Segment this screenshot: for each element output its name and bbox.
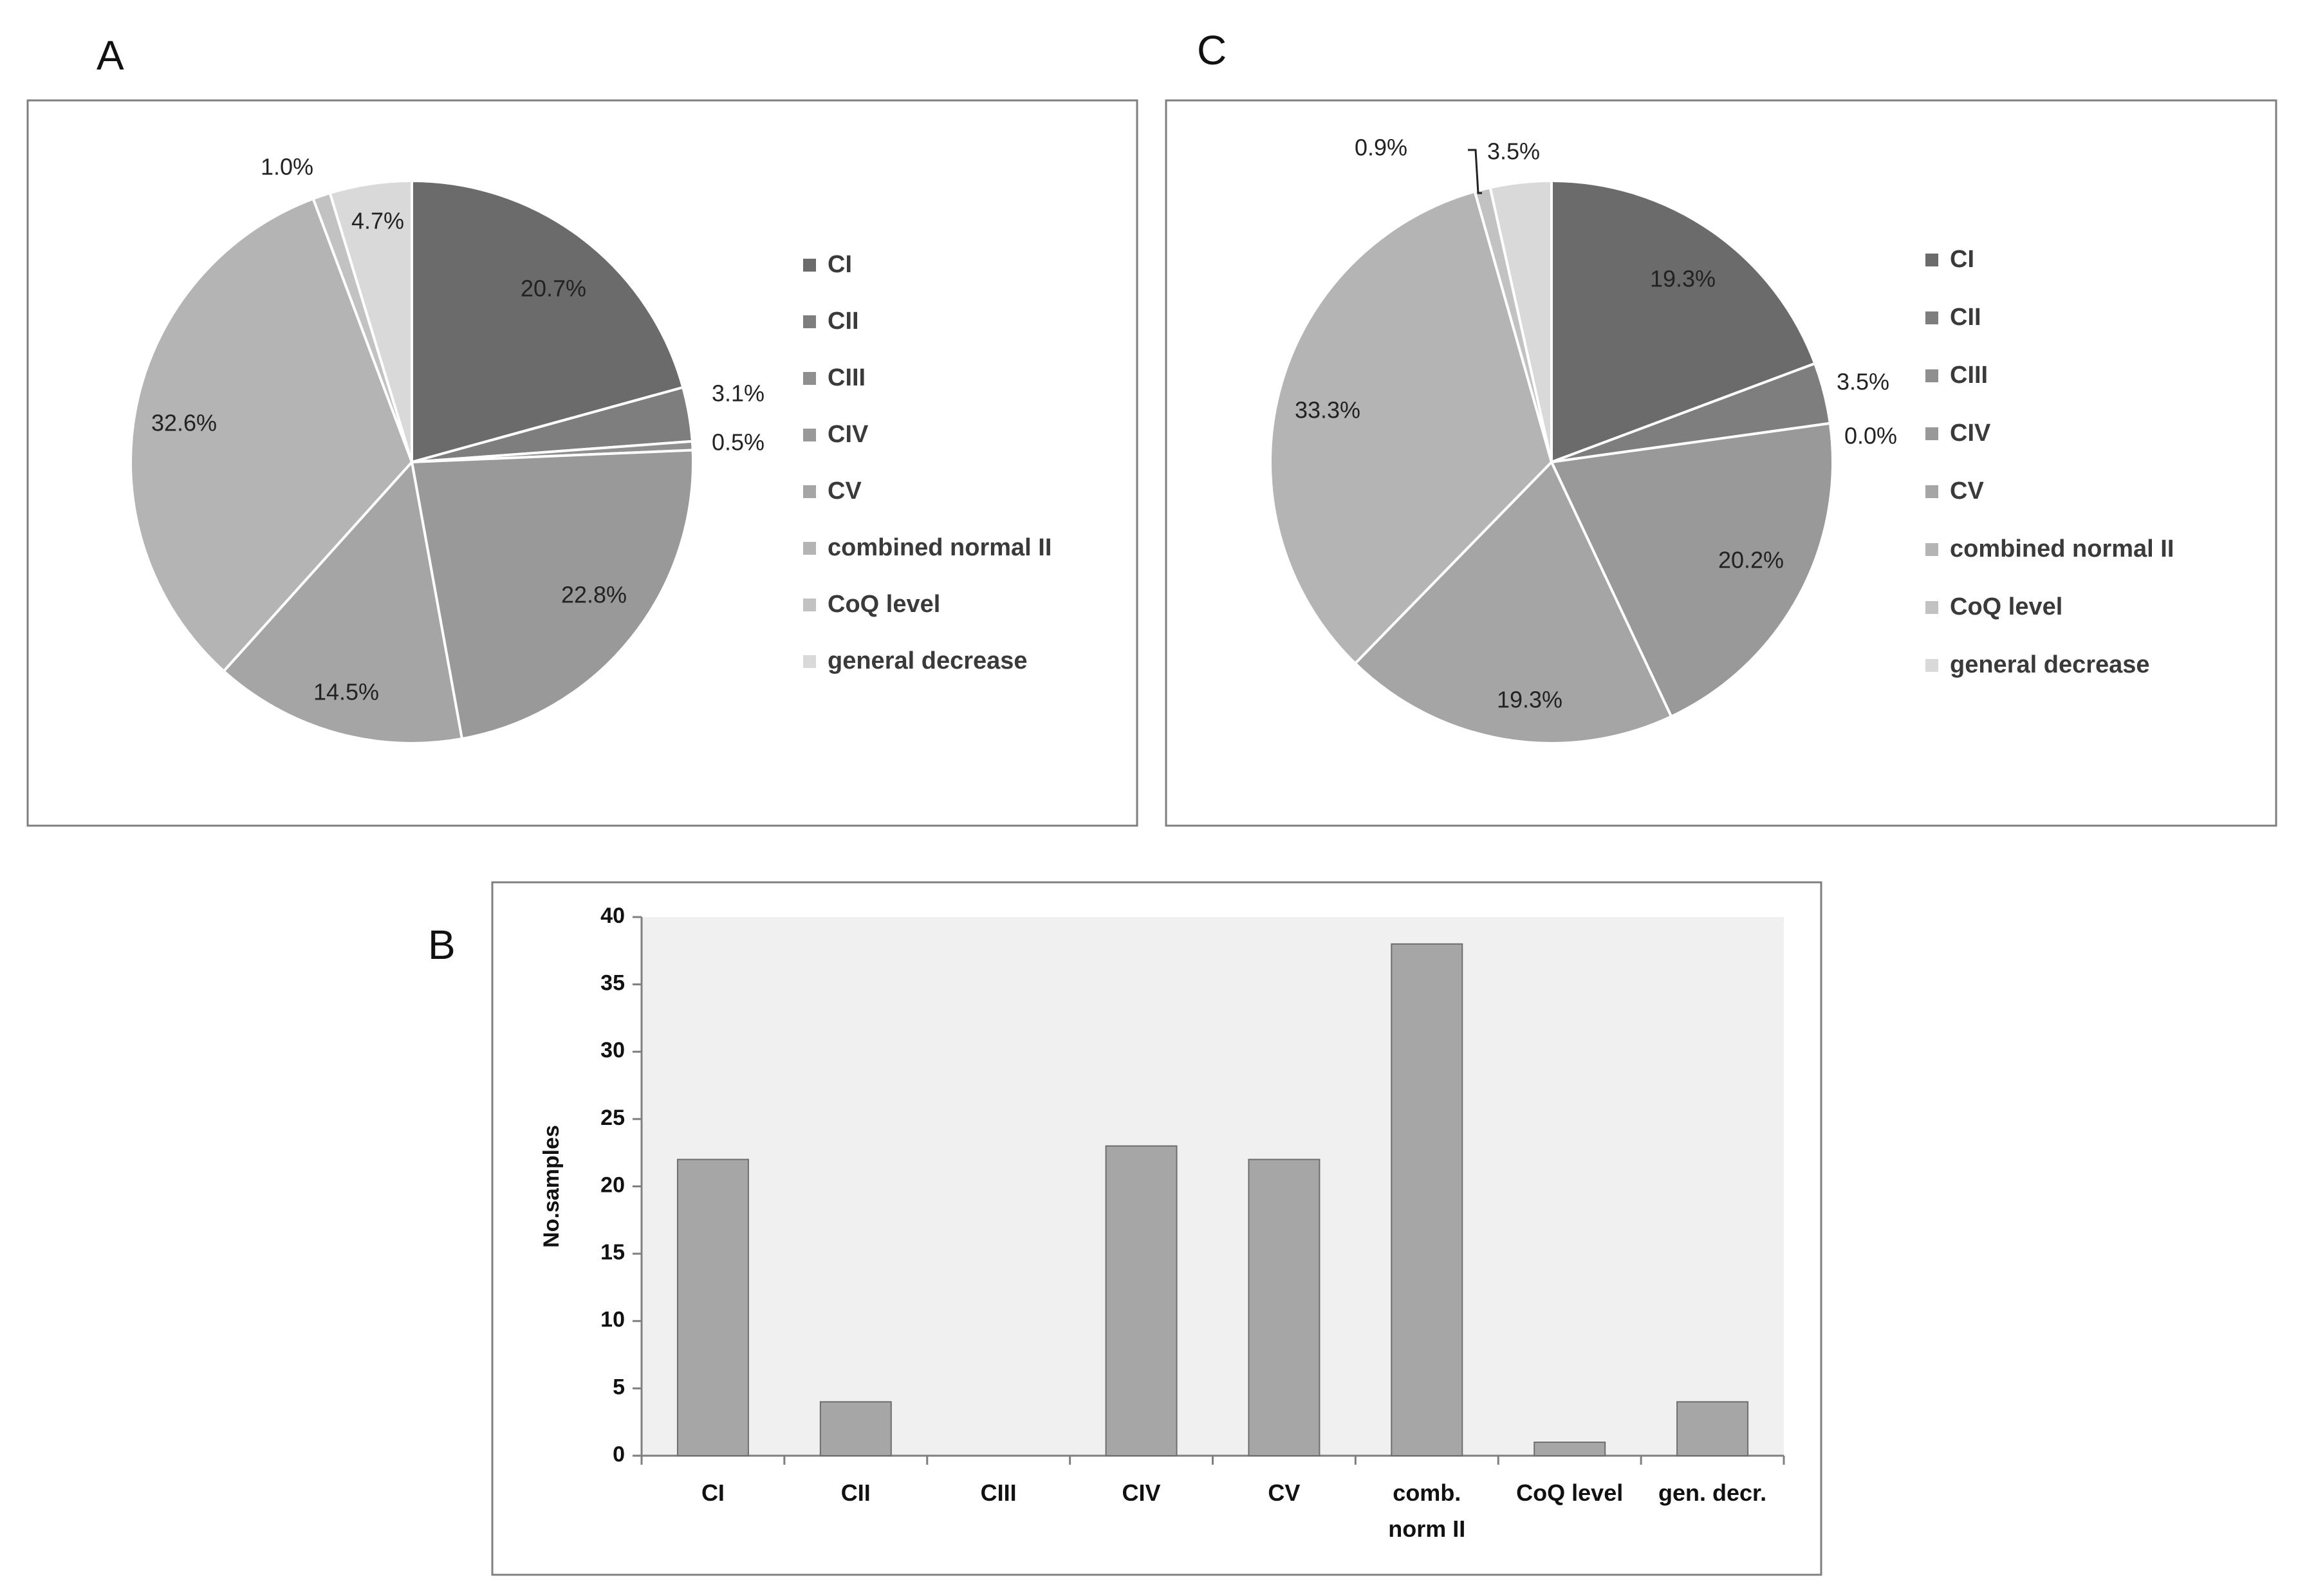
pie-c-label-civ: 20.2% bbox=[1718, 547, 1784, 573]
legend-c-swatch-civ bbox=[1925, 427, 1938, 440]
legend-a-swatch-combined-normal-ii bbox=[803, 542, 816, 555]
pie-c-label-combined-normal-ii: 33.3% bbox=[1295, 397, 1360, 423]
legend-c-swatch-combined-normal-ii bbox=[1925, 543, 1938, 556]
bar-cv bbox=[1248, 1158, 1320, 1457]
bar-cii bbox=[819, 1401, 892, 1457]
y-tick-label-20: 20 bbox=[600, 1173, 625, 1197]
pie-a-slice-general-decrease bbox=[328, 179, 413, 463]
legend-a-label-coq-level: CoQ level bbox=[828, 591, 940, 618]
pie-c-label-cii: 3.5% bbox=[1837, 369, 1889, 395]
panel-letter-a: A bbox=[97, 32, 124, 79]
legend-c-label-ciii: CIII bbox=[1950, 362, 1988, 389]
panel-letter-c: C bbox=[1197, 27, 1227, 73]
y-axis-title: No.samples bbox=[539, 1125, 564, 1248]
legend-c-label-general-decrease: general decrease bbox=[1950, 651, 2150, 678]
bar-ci bbox=[676, 1158, 749, 1457]
pie-c-leader-line bbox=[1468, 149, 1482, 194]
legend-a-label-civ: CIV bbox=[828, 421, 869, 448]
legend-a-label-ciii: CIII bbox=[828, 364, 866, 391]
pie-a-label-cv: 14.5% bbox=[313, 679, 379, 705]
pie-c-slice-ci bbox=[1550, 179, 1817, 464]
legend-a-swatch-ciii bbox=[803, 372, 816, 385]
pie-c-label-ci: 19.3% bbox=[1650, 266, 1716, 292]
legend-a-label-cii: CII bbox=[828, 308, 859, 335]
legend-c-swatch-ciii bbox=[1925, 369, 1938, 382]
legend-c: CI CII CIII CIV CV combined normal II CoQ leve… bbox=[1925, 246, 2174, 678]
legend-a-swatch-ci bbox=[803, 259, 816, 272]
bar-gen-decr bbox=[1676, 1401, 1749, 1457]
legend-a-label-cv: CV bbox=[828, 478, 862, 505]
legend-c-label-ci: CI bbox=[1950, 246, 1974, 273]
pie-a-slice-cv bbox=[221, 459, 464, 745]
legend-c-swatch-general-decrease bbox=[1925, 659, 1938, 672]
legend-a: CI CII CIII CIV CV combined normal II CoQ leve… bbox=[803, 251, 1052, 674]
legend-c-swatch-cii bbox=[1925, 311, 1938, 324]
pie-chart-a: 20.7% 3.1% 0.5% 22.8% 14.5% 32.6% 1.0% 4.7% bbox=[129, 154, 764, 745]
legend-a-swatch-civ bbox=[803, 429, 816, 441]
y-tick-label-30: 30 bbox=[600, 1038, 625, 1062]
legend-c-swatch-cv bbox=[1925, 485, 1938, 498]
pie-c-label-general-decrease: 3.5% bbox=[1487, 138, 1540, 165]
pie-a-label-coq-level: 1.0% bbox=[261, 154, 313, 180]
legend-a-label-combined-normal-ii: combined normal II bbox=[828, 534, 1052, 561]
pie-a-label-general-decrease: 4.7% bbox=[351, 208, 404, 234]
legend-a-swatch-coq-level bbox=[803, 598, 816, 611]
pie-a-slice-civ bbox=[410, 449, 695, 741]
legend-a-swatch-general-decrease bbox=[803, 655, 816, 668]
pie-a-label-ciii: 0.5% bbox=[712, 429, 764, 456]
pie-a-label-ci: 20.7% bbox=[521, 275, 586, 302]
bar-chart-b: 0 5 10 15 20 25 30 35 40 CI CII CIII CIV CV comb. norm … bbox=[539, 904, 1785, 1542]
pie-a-slice-combined-normal-ii bbox=[129, 197, 414, 673]
pie-a-label-combined-normal-ii: 32.6% bbox=[151, 410, 217, 436]
y-tick-label-5: 5 bbox=[613, 1375, 625, 1399]
y-tick-label-40: 40 bbox=[600, 904, 625, 928]
pie-c-label-coq-level: 0.9% bbox=[1355, 135, 1407, 161]
bar-comb-norm-ii bbox=[1391, 943, 1463, 1456]
legend-a-label-general-decrease: general decrease bbox=[828, 647, 1028, 674]
x-tick-label-ciii: CIII bbox=[981, 1480, 1017, 1506]
y-tick-label-25: 25 bbox=[600, 1106, 625, 1130]
pie-chart-c: 19.3% 3.5% 0.0% 20.2% 19.3% 33.3% 0.9% 3.5% bbox=[1269, 135, 1897, 745]
legend-a-swatch-cv bbox=[803, 485, 816, 498]
y-tick-label-15: 15 bbox=[600, 1240, 625, 1265]
x-tick-label-ci: CI bbox=[701, 1480, 725, 1506]
legend-a-label-ci: CI bbox=[828, 251, 852, 278]
x-tick-label-comb-norm-ii: comb. norm II bbox=[1388, 1480, 1465, 1542]
y-tick-label-0: 0 bbox=[613, 1442, 625, 1467]
pie-a-label-civ: 22.8% bbox=[561, 582, 627, 608]
legend-c-swatch-ci bbox=[1925, 254, 1938, 266]
x-tick-label-coq-level: CoQ level bbox=[1516, 1480, 1623, 1506]
pie-c-label-cv: 19.3% bbox=[1497, 687, 1562, 713]
x-tick-label-cii: CII bbox=[841, 1480, 871, 1506]
bar-coq-level bbox=[1534, 1442, 1606, 1456]
pie-c-slice-civ bbox=[1550, 422, 1834, 719]
legend-c-label-coq-level: CoQ level bbox=[1950, 593, 2062, 620]
legend-c-label-cv: CV bbox=[1950, 478, 1984, 505]
legend-c-label-civ: CIV bbox=[1950, 420, 1991, 447]
legend-a-swatch-cii bbox=[803, 315, 816, 328]
y-tick-label-10: 10 bbox=[600, 1308, 625, 1332]
legend-c-label-combined-normal-ii: combined normal II bbox=[1950, 535, 2174, 562]
pie-a-slice-ci bbox=[411, 179, 685, 464]
pie-a-label-cii: 3.1% bbox=[712, 380, 764, 407]
pie-c-slice-cv bbox=[1353, 459, 1673, 745]
bar-civ bbox=[1105, 1145, 1178, 1456]
legend-c-swatch-coq-level bbox=[1925, 601, 1938, 614]
panel-letter-b: B bbox=[428, 922, 456, 968]
legend-c-label-cii: CII bbox=[1950, 304, 1981, 331]
pie-c-slice-general-decrease bbox=[1488, 179, 1553, 463]
y-tick-label-35: 35 bbox=[600, 971, 625, 996]
x-tick-label-cv: CV bbox=[1268, 1480, 1300, 1506]
bar-plot-area bbox=[642, 917, 1784, 1456]
x-tick-label-civ: CIV bbox=[1122, 1480, 1161, 1506]
x-tick-label-gen-decr: gen. decr. bbox=[1658, 1480, 1766, 1506]
pie-c-slice-combined-normal-ii bbox=[1269, 190, 1553, 665]
pie-c-label-ciii: 0.0% bbox=[1844, 423, 1897, 449]
